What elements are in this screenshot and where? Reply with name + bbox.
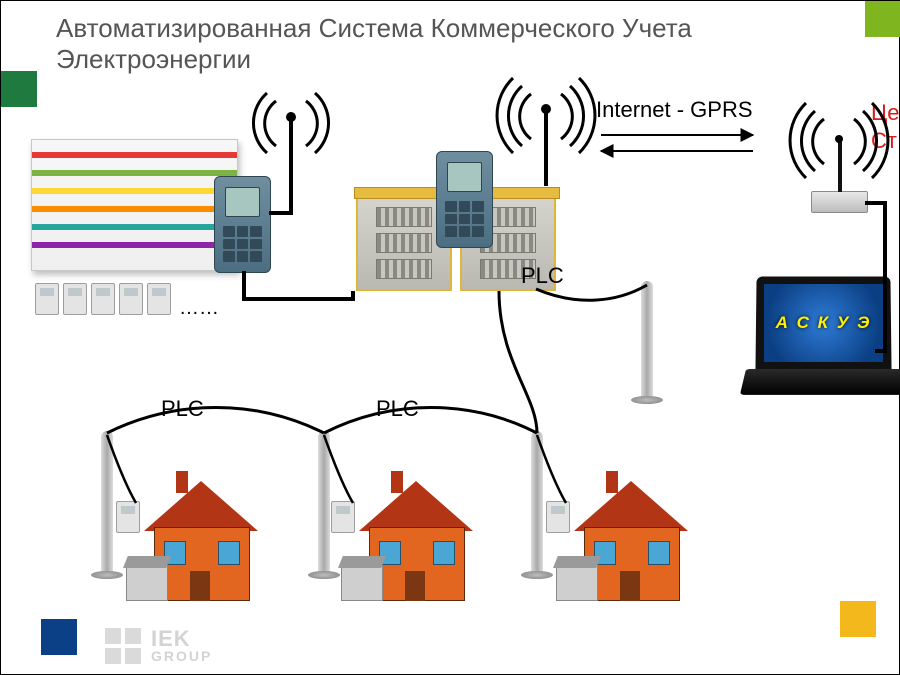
house	[556, 471, 706, 601]
diagram-canvas: Автоматизированная Система Коммерческого…	[0, 0, 900, 675]
accent-top-left	[1, 71, 37, 107]
internet-label: Internet - GPRS	[596, 97, 753, 123]
side-text-1: Це	[871, 100, 900, 125]
data-concentrator-1	[214, 176, 271, 273]
logo: IEK GROUP	[105, 628, 212, 664]
power-pole	[641, 281, 653, 401]
plc-label-2: PLC	[376, 396, 419, 422]
plc-label-main: PLC	[521, 263, 564, 289]
small-meter	[147, 283, 171, 315]
small-meter	[119, 283, 143, 315]
power-pole	[101, 431, 113, 576]
page-title: Автоматизированная Система Коммерческого…	[56, 13, 696, 75]
plc-label-1: PLC	[161, 396, 204, 422]
accent-top-right	[865, 1, 900, 37]
power-pole	[318, 431, 330, 576]
house	[126, 471, 276, 601]
small-meter	[91, 283, 115, 315]
accent-bottom-right	[840, 601, 876, 637]
house-meter	[331, 501, 355, 533]
small-meter	[63, 283, 87, 315]
logo-line2: GROUP	[151, 650, 212, 663]
side-text: Це Ст	[871, 99, 900, 154]
laptop-screen-text: А С К У Э	[764, 284, 883, 362]
ellipsis-label: ……	[179, 297, 219, 320]
small-meter	[35, 283, 59, 315]
house-meter	[116, 501, 140, 533]
power-pole	[531, 431, 543, 576]
house	[341, 471, 491, 601]
accent-bottom-left	[41, 619, 77, 655]
data-concentrator-2	[436, 151, 493, 248]
antenna-icon	[497, 78, 595, 186]
house-meter	[546, 501, 570, 533]
router	[811, 191, 868, 213]
laptop: А С К У Э	[746, 276, 900, 411]
side-text-2: Ст	[871, 128, 897, 153]
apartment-building	[31, 139, 238, 271]
